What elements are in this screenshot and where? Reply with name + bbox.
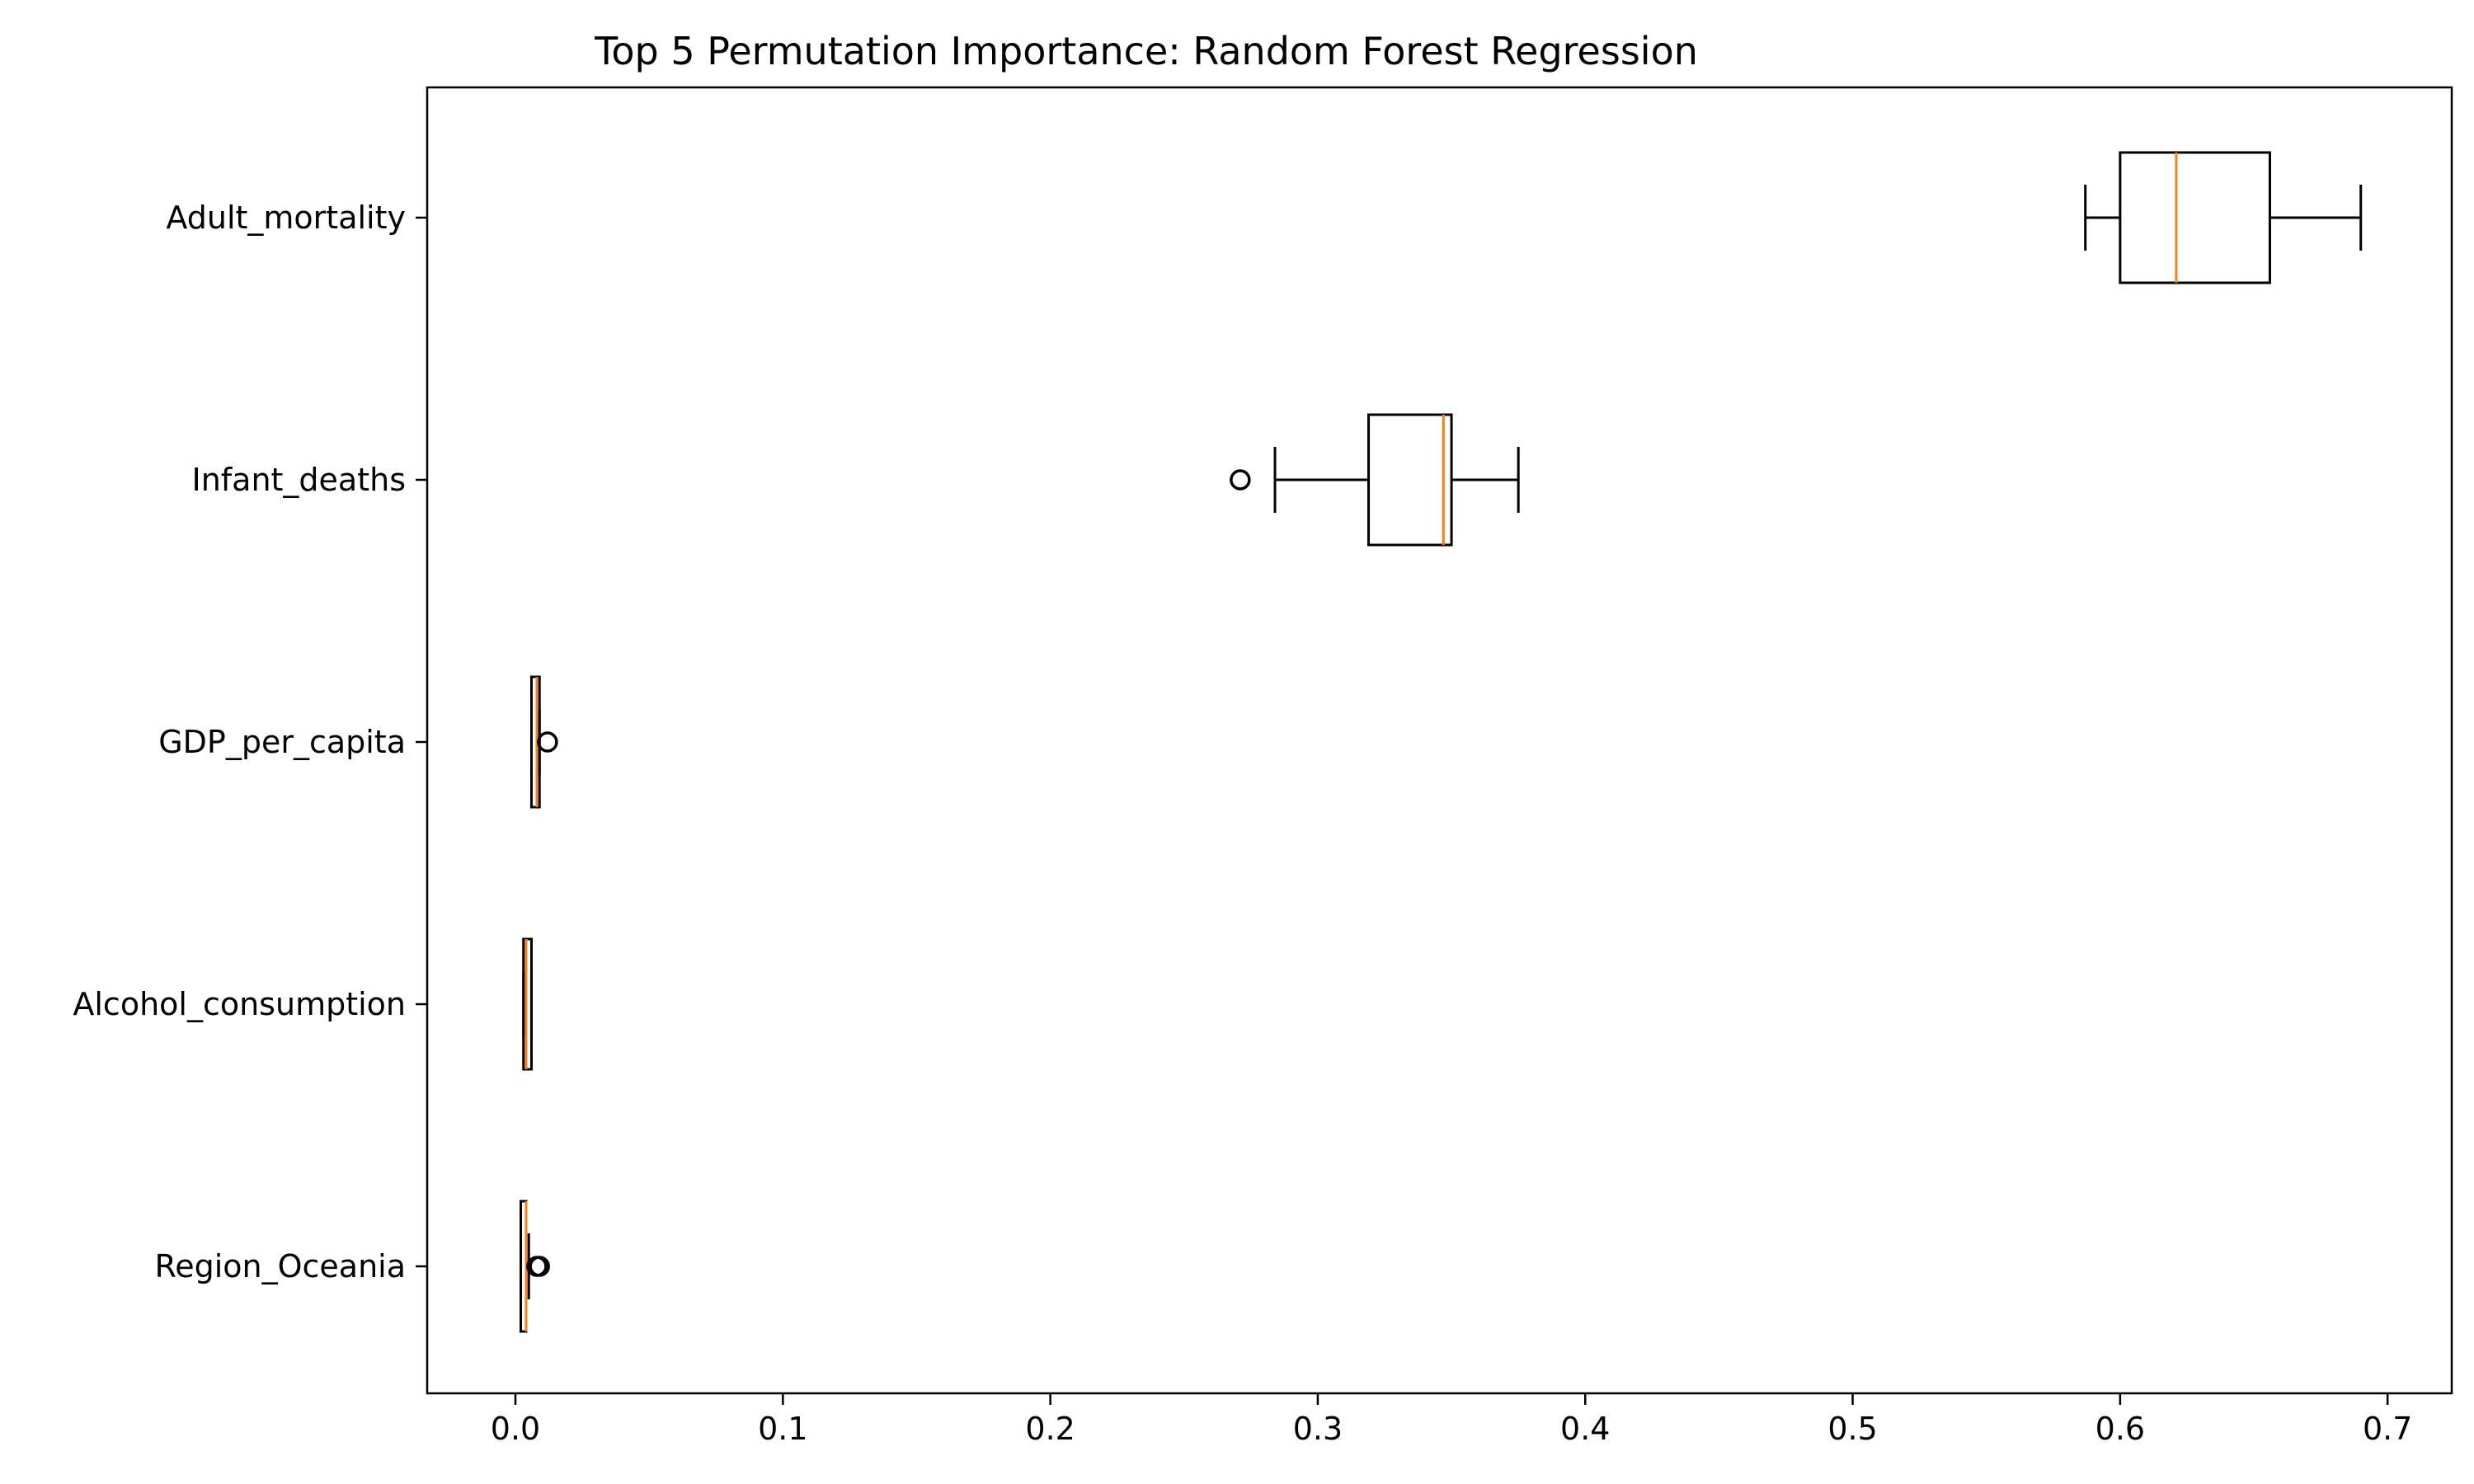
outlier-point: [529, 1256, 550, 1277]
axis-ticks: 0.0 0.1 0.2 0.3 0.4 0.5 0.6 0.7 Adult_mortality I…: [73, 200, 2412, 1447]
axes-frame: [426, 86, 2453, 1395]
x-tick-label: 0.6: [2095, 1411, 2145, 1447]
box-group: [2084, 151, 2363, 284]
x-tick-label: 0.0: [491, 1411, 540, 1447]
box-iqr: [522, 937, 533, 1071]
box-group: [522, 937, 533, 1071]
y-tick-label: Infant_deaths: [191, 462, 406, 498]
x-tick-label: 0.2: [1025, 1411, 1075, 1447]
box-group: [1230, 413, 1520, 547]
box-iqr: [2119, 151, 2271, 284]
outlier-point: [537, 731, 558, 753]
y-tick-label: Adult_mortality: [166, 200, 406, 236]
x-tick-label: 0.3: [1293, 1411, 1343, 1447]
outlier-point: [1230, 469, 1251, 491]
chart-title: Top 5 Permutation Importance: Random For…: [594, 29, 1698, 73]
box-iqr: [1367, 413, 1453, 547]
x-tick-label: 0.7: [2363, 1411, 2412, 1447]
x-tick-label: 0.4: [1560, 1411, 1610, 1447]
y-tick-label: GDP_per_capita: [158, 724, 406, 760]
x-tick-label: 0.5: [1827, 1411, 1877, 1447]
y-tick-label: Region_Oceania: [155, 1248, 406, 1284]
box-group: [529, 675, 558, 809]
y-tick-label: Alcohol_consumption: [73, 986, 406, 1022]
x-tick-label: 0.1: [758, 1411, 807, 1447]
box-group: [520, 1200, 550, 1333]
plot-marks: [520, 151, 2363, 1333]
